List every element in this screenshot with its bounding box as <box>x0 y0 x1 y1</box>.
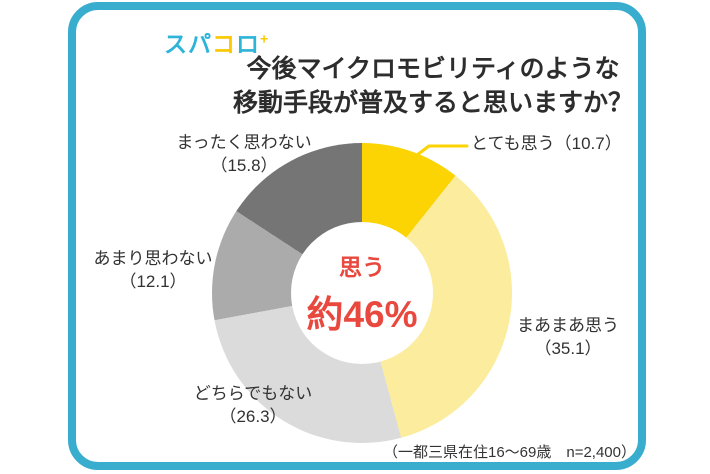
brand-logo-plus-icon: + <box>260 30 270 47</box>
chart-title: 今後マイクロモビリティのような 移動手段が普及すると思いますか？ <box>144 52 710 120</box>
segment-label-dochira-text: どちらでもない <box>193 384 313 403</box>
segment-label-totemo-text: とても思う（10.7） <box>471 134 622 153</box>
segment-label-mattaku-value: （15.8） <box>210 156 278 176</box>
donut-hole: 思う 約46% <box>291 222 433 364</box>
segment-label-totemo: とても思う（10.7） <box>471 132 646 155</box>
brand-logo-text-yellow: コ <box>212 31 236 57</box>
leader-line <box>407 144 469 163</box>
chart-title-line1: 今後マイクロモビリティのような <box>246 55 620 83</box>
brand-logo-text-cyan2: ロ <box>236 31 260 57</box>
brand-logo-text-cyan: スパ <box>164 31 212 57</box>
segment-label-maamaa-value: （35.1） <box>534 339 602 359</box>
segment-label-maamaa: まあまあ思う （35.1） <box>498 314 638 361</box>
segment-label-dochira-value: （26.3） <box>219 407 287 427</box>
brand-logo: スパコロ+ <box>164 25 269 59</box>
donut-chart: 思う 約46% <box>212 143 512 443</box>
sample-note: （一都三県在住16〜69歳 n=2,400） <box>382 444 636 461</box>
donut-center-label: 思う <box>339 254 385 280</box>
chart-title-line2: 移動手段が普及すると思いますか？ <box>232 89 633 117</box>
segment-label-mattaku: まったく思わない （15.8） <box>148 131 340 178</box>
segment-label-amari-text: あまり思わない <box>93 249 213 268</box>
segment-label-amari-value: （12.1） <box>119 272 187 292</box>
segment-label-dochira: どちらでもない （26.3） <box>184 382 322 429</box>
segment-label-maamaa-text: まあまあ思う <box>517 316 619 335</box>
segment-label-amari: あまり思わない （12.1） <box>86 247 220 294</box>
donut-center-value: 約46% <box>306 294 418 335</box>
segment-label-mattaku-text: まったく思わない <box>176 133 312 152</box>
leader-line-path <box>407 144 469 163</box>
